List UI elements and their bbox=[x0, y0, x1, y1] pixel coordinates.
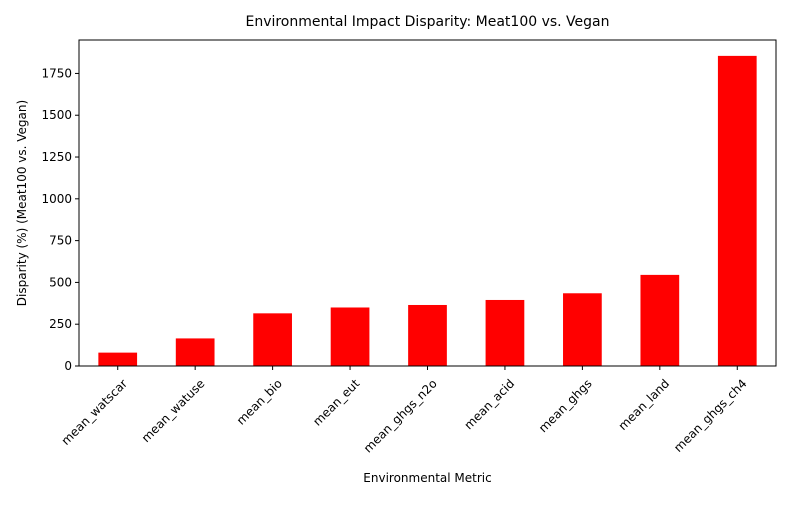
chart-title: Environmental Impact Disparity: Meat100 … bbox=[245, 14, 609, 30]
y-tick-label: 1500 bbox=[41, 108, 72, 122]
bar-mean_ghgs_ch4 bbox=[717, 55, 757, 366]
bar-mean_watscar bbox=[98, 352, 138, 366]
x-tick-label: mean_ghgs bbox=[536, 376, 595, 435]
y-tick-label: 250 bbox=[49, 317, 72, 331]
bars-group bbox=[98, 55, 757, 366]
x-axis-ticks: mean_watscar mean_watuse mean_bio mean_eutm… bbox=[59, 366, 750, 455]
x-tick-label: mean_watuse bbox=[139, 376, 208, 445]
y-axis-ticks: 0 250 500 750 1000 1250 1500 1750 bbox=[41, 66, 79, 373]
x-axis-label: Environmental Metric bbox=[363, 471, 491, 485]
bar-mean_eut bbox=[330, 307, 370, 366]
plot-frame bbox=[78, 39, 777, 367]
y-tick-label: 500 bbox=[49, 275, 72, 289]
y-axis-label: Disparity (%) (Meat100 vs. Vegan) bbox=[15, 100, 29, 306]
x-tick-label: mean_ghgs_ch4 bbox=[671, 376, 749, 454]
bar-mean_ghgs bbox=[563, 293, 602, 366]
y-tick-label: 1250 bbox=[41, 150, 72, 164]
y-tick-label: 750 bbox=[49, 234, 72, 248]
x-tick-label: mean_land bbox=[616, 376, 673, 433]
x-tick-label: mean_ghgs_n2o bbox=[361, 376, 440, 455]
bar-mean_bio bbox=[253, 313, 292, 366]
bar-mean_ghgs_n2o bbox=[408, 304, 447, 366]
bar-mean_acid bbox=[485, 299, 525, 366]
x-tick-label: mean_watscar bbox=[59, 376, 130, 447]
bar-mean_land bbox=[640, 274, 680, 366]
y-tick-label: 0 bbox=[64, 359, 72, 373]
x-tick-label: mean_acid bbox=[461, 376, 517, 432]
bar-mean_watuse bbox=[175, 338, 215, 366]
x-tick-label: mean_bio bbox=[234, 376, 285, 427]
y-tick-label: 1000 bbox=[41, 192, 72, 206]
y-tick-label: 1750 bbox=[41, 66, 72, 80]
x-tick-label: mean_eut bbox=[310, 376, 362, 428]
